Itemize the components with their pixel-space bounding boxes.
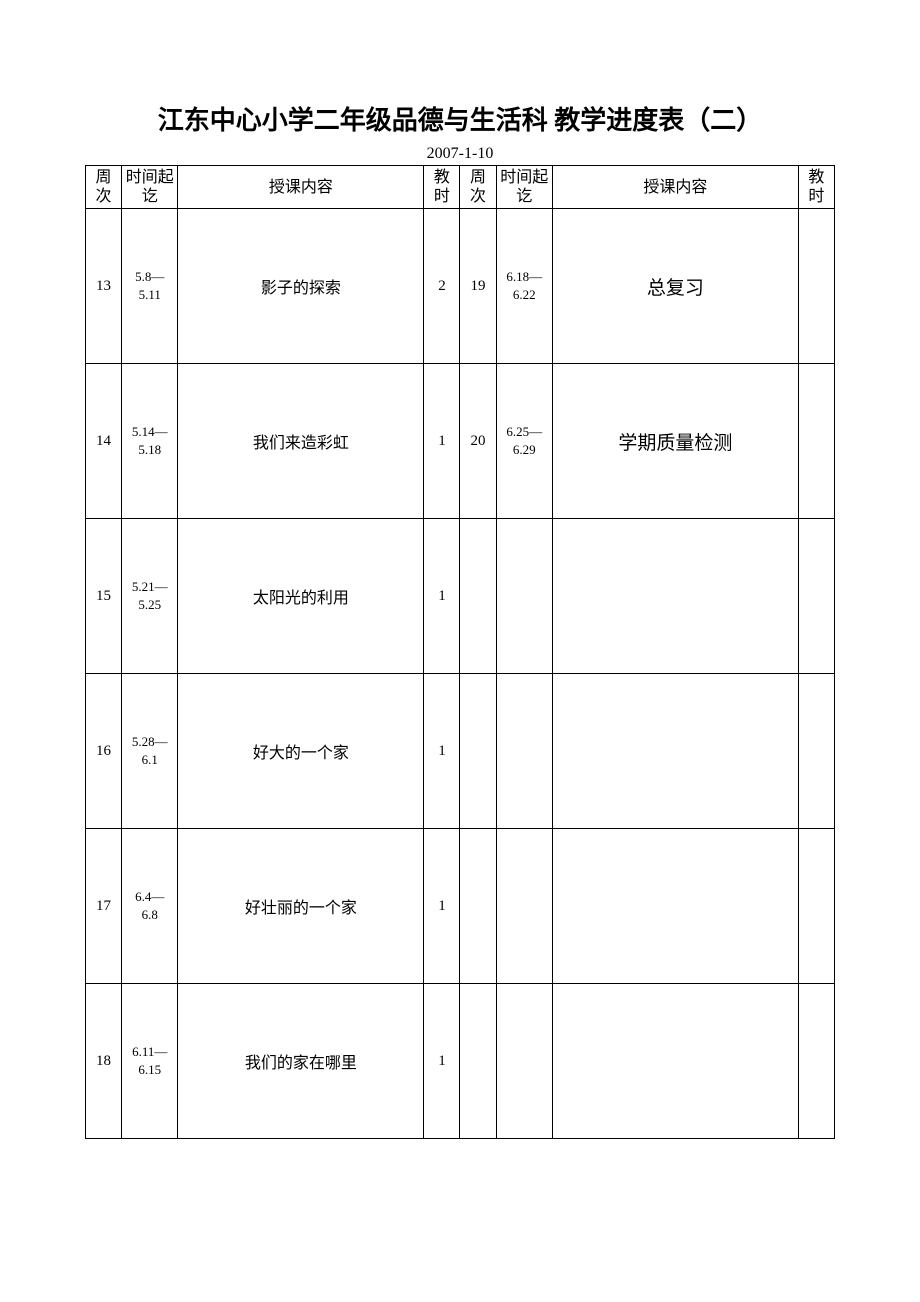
- cell-week: 17: [86, 829, 122, 984]
- cell-time: 6.18—6.22: [496, 209, 552, 364]
- cell-time: 6.25—6.29: [496, 364, 552, 519]
- cell-hours: 1: [424, 829, 460, 984]
- table-body: 135.8—5.11影子的探索2196.18—6.22总复习145.14—5.1…: [86, 209, 835, 1139]
- cell-week: 15: [86, 519, 122, 674]
- cell-hours: [798, 519, 834, 674]
- cell-content: 我们来造彩虹: [178, 364, 424, 519]
- table-row: 186.11—6.15我们的家在哪里1: [86, 984, 835, 1139]
- cell-time: [496, 984, 552, 1139]
- table-row: 135.8—5.11影子的探索2196.18—6.22总复习: [86, 209, 835, 364]
- header-hours-left: 教时: [424, 166, 460, 209]
- cell-hours: [798, 364, 834, 519]
- document-date: 2007-1-10: [85, 145, 835, 163]
- header-week-left: 周次: [86, 166, 122, 209]
- header-time-right: 时间起讫: [496, 166, 552, 209]
- cell-time: 5.28—6.1: [122, 674, 178, 829]
- cell-week: [460, 829, 496, 984]
- cell-time: 6.11—6.15: [122, 984, 178, 1139]
- cell-content: 学期质量检测: [552, 364, 798, 519]
- table-row: 165.28—6.1好大的一个家1: [86, 674, 835, 829]
- cell-hours: 1: [424, 519, 460, 674]
- cell-content: 太阳光的利用: [178, 519, 424, 674]
- table-row: 155.21—5.25太阳光的利用1: [86, 519, 835, 674]
- table-row: 145.14—5.18我们来造彩虹1206.25—6.29学期质量检测: [86, 364, 835, 519]
- cell-week: [460, 519, 496, 674]
- cell-time: 5.14—5.18: [122, 364, 178, 519]
- cell-hours: 1: [424, 984, 460, 1139]
- cell-week: 13: [86, 209, 122, 364]
- cell-week: 18: [86, 984, 122, 1139]
- header-content-right: 授课内容: [552, 166, 798, 209]
- cell-hours: [798, 829, 834, 984]
- cell-time: 6.4—6.8: [122, 829, 178, 984]
- cell-content: [552, 674, 798, 829]
- cell-hours: [798, 984, 834, 1139]
- cell-week: 16: [86, 674, 122, 829]
- cell-time: 5.21—5.25: [122, 519, 178, 674]
- cell-week: [460, 674, 496, 829]
- cell-time: [496, 519, 552, 674]
- cell-time: [496, 829, 552, 984]
- cell-content: [552, 984, 798, 1139]
- cell-hours: 1: [424, 674, 460, 829]
- cell-content: 好大的一个家: [178, 674, 424, 829]
- cell-hours: [798, 674, 834, 829]
- header-content-left: 授课内容: [178, 166, 424, 209]
- cell-hours: 1: [424, 364, 460, 519]
- document-title: 江东中心小学二年级品德与生活科 教学进度表（二）: [85, 100, 835, 137]
- cell-content: 好壮丽的一个家: [178, 829, 424, 984]
- cell-hours: 2: [424, 209, 460, 364]
- table-row: 176.4—6.8好壮丽的一个家1: [86, 829, 835, 984]
- cell-week: 20: [460, 364, 496, 519]
- schedule-table: 周次 时间起讫 授课内容 教时 周次 时间起讫 授课内容 教时 135.8—5.…: [85, 165, 835, 1139]
- cell-hours: [798, 209, 834, 364]
- table-header-row: 周次 时间起讫 授课内容 教时 周次 时间起讫 授课内容 教时: [86, 166, 835, 209]
- cell-week: [460, 984, 496, 1139]
- cell-content: [552, 519, 798, 674]
- cell-week: 19: [460, 209, 496, 364]
- header-hours-right: 教时: [798, 166, 834, 209]
- cell-content: 影子的探索: [178, 209, 424, 364]
- cell-content: 我们的家在哪里: [178, 984, 424, 1139]
- cell-time: 5.8—5.11: [122, 209, 178, 364]
- header-time-left: 时间起讫: [122, 166, 178, 209]
- cell-content: [552, 829, 798, 984]
- cell-week: 14: [86, 364, 122, 519]
- header-week-right: 周次: [460, 166, 496, 209]
- cell-time: [496, 674, 552, 829]
- cell-content: 总复习: [552, 209, 798, 364]
